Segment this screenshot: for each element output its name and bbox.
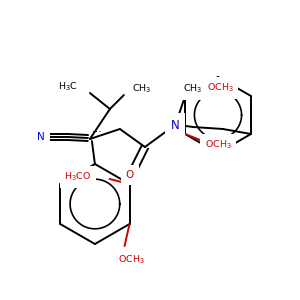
Text: OCH$_3$: OCH$_3$ bbox=[207, 82, 234, 94]
Text: H$_3$C: H$_3$C bbox=[58, 81, 78, 93]
Text: CH$_3$: CH$_3$ bbox=[183, 83, 203, 95]
Text: N: N bbox=[170, 118, 179, 131]
Text: CH$_3$: CH$_3$ bbox=[132, 83, 152, 95]
Text: N: N bbox=[37, 132, 45, 142]
Text: O: O bbox=[126, 170, 134, 180]
Text: OCH$_3$: OCH$_3$ bbox=[118, 254, 145, 266]
Text: H$_3$CO: H$_3$CO bbox=[64, 171, 92, 183]
Text: ···: ··· bbox=[92, 127, 103, 137]
Text: OCH$_3$: OCH$_3$ bbox=[205, 139, 232, 151]
